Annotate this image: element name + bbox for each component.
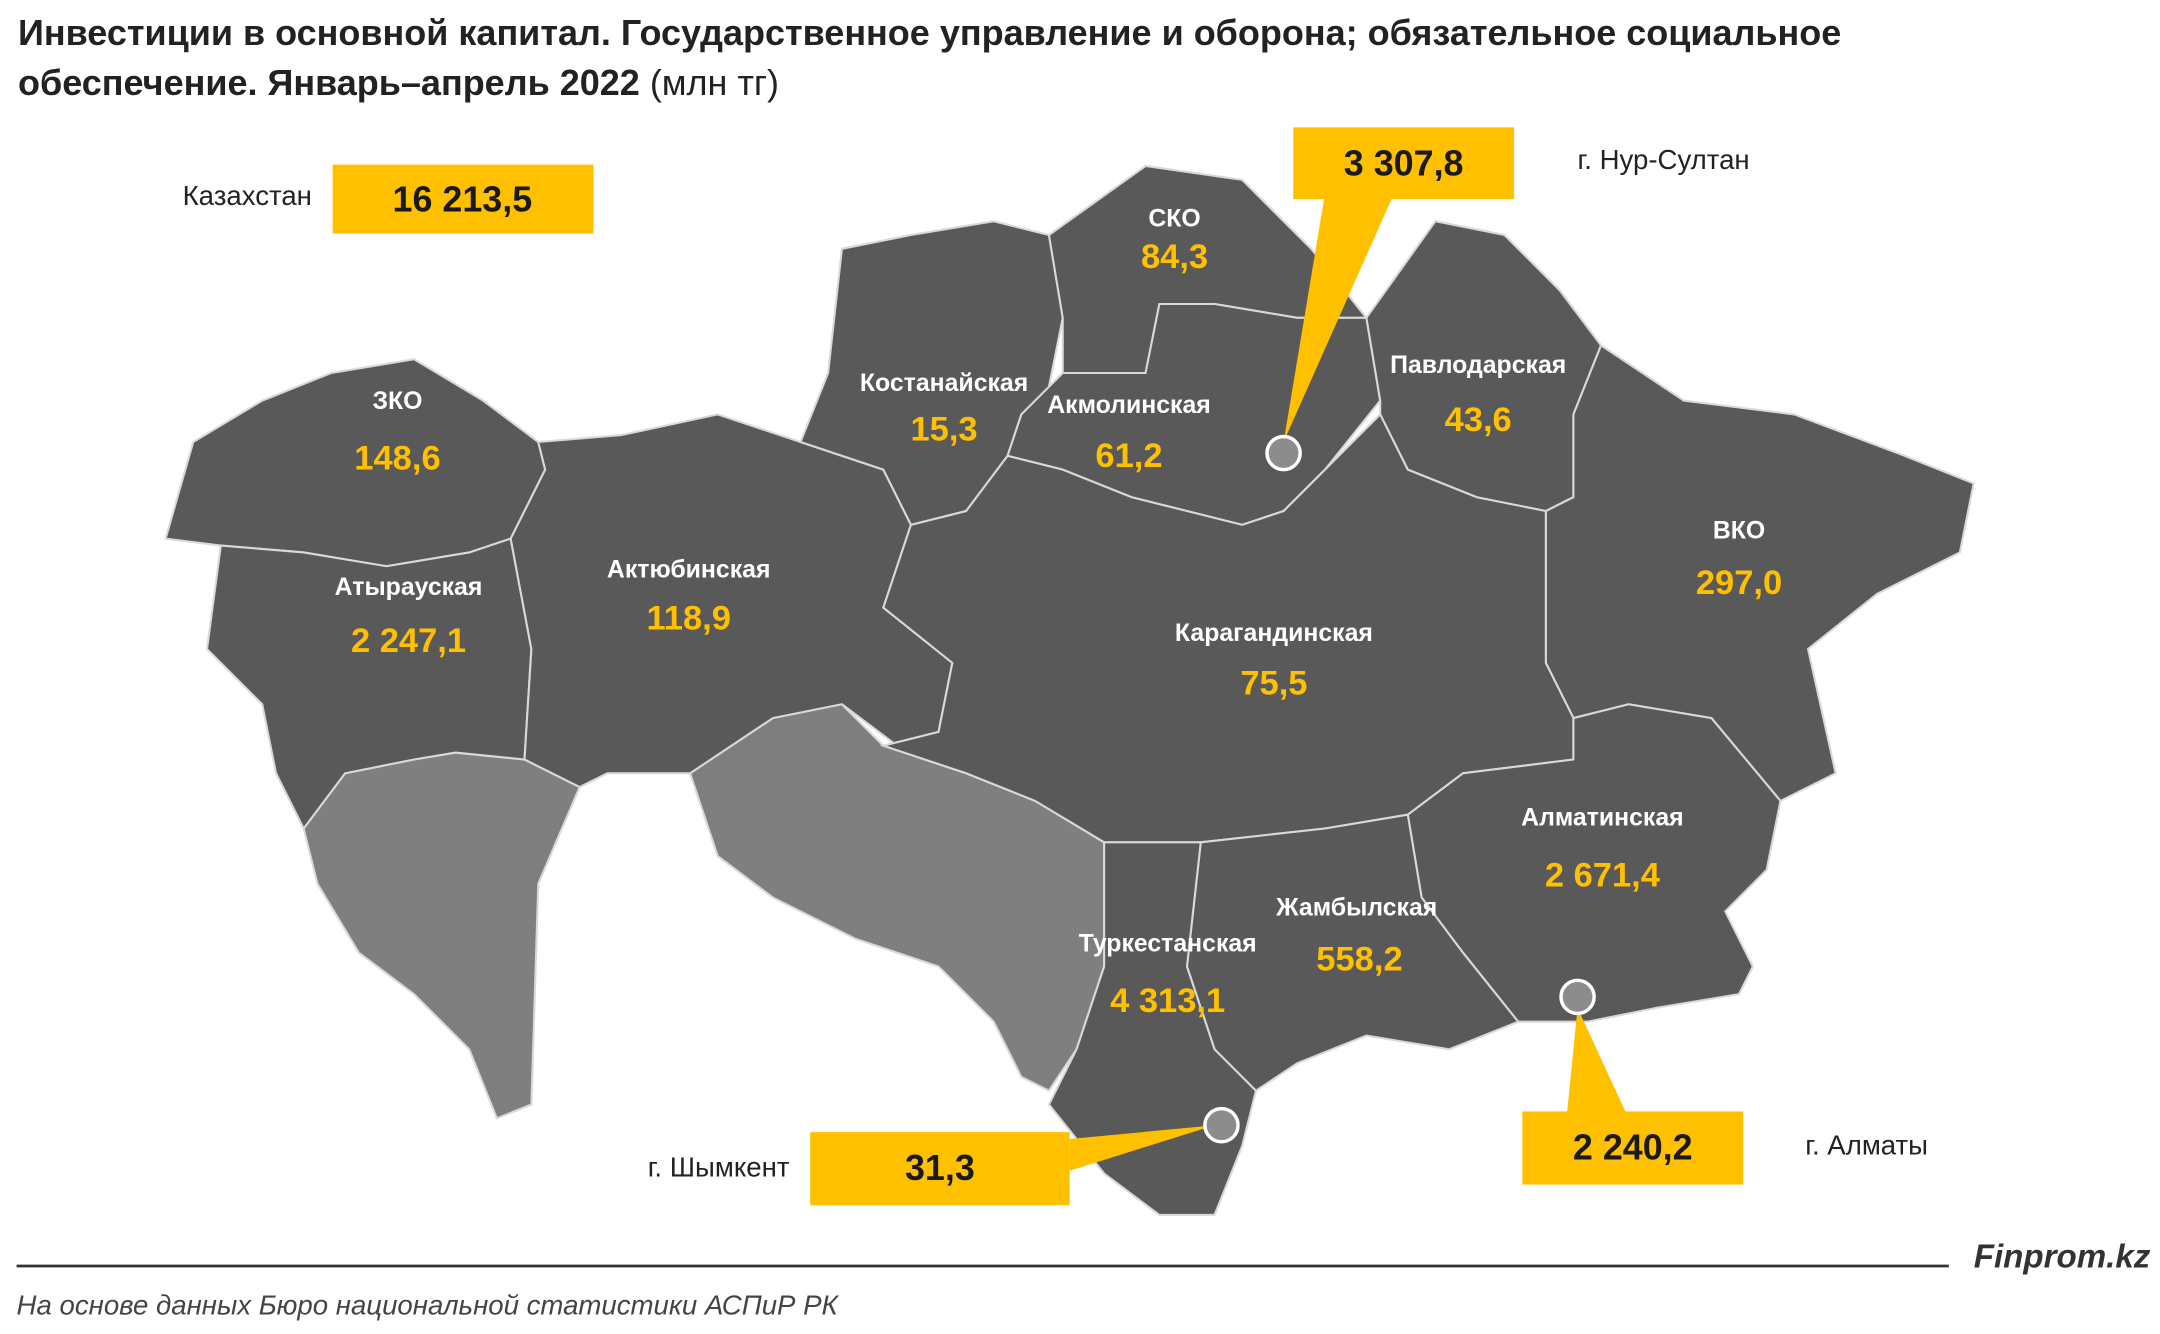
unit: (млн тг) — [649, 62, 780, 103]
callout-pointer — [1566, 1007, 1629, 1119]
total-value: 16 213,5 — [393, 179, 533, 219]
title-block: Инвестиции в основной капитал. Государст… — [18, 8, 1998, 108]
region-value: 2 671,4 — [1545, 856, 1660, 894]
brand: Finprom.kz — [1974, 1238, 2151, 1275]
city-name: г. Алматы — [1805, 1130, 1928, 1161]
region-name: Павлодарская — [1390, 352, 1566, 379]
city-value: 2 240,2 — [1573, 1128, 1693, 1168]
region-value: 15,3 — [910, 411, 977, 449]
region-value: 2 247,1 — [351, 622, 466, 660]
title: Инвестиции в основной капитал. Государст… — [18, 12, 1842, 103]
region-value: 4 313,1 — [1110, 982, 1225, 1020]
region-name: Алматинская — [1521, 805, 1684, 832]
city-value: 31,3 — [905, 1148, 975, 1188]
total-box — [332, 164, 594, 234]
city-name: г. Нур-Султан — [1578, 144, 1750, 175]
region-shape — [1544, 343, 1975, 803]
region-name: Карагандинская — [1175, 620, 1373, 647]
city-box — [1522, 1111, 1744, 1185]
region-shape — [879, 412, 1575, 844]
region-name: Жамбылская — [1275, 894, 1437, 921]
region-shape — [302, 751, 582, 1120]
city-box — [810, 1132, 1070, 1206]
city-marker — [1265, 434, 1302, 472]
region-value: 297,0 — [1696, 564, 1782, 602]
city-marker — [1203, 1106, 1240, 1144]
city-marker — [1559, 978, 1596, 1016]
region-value: 84,3 — [1141, 238, 1208, 276]
city-box — [1293, 127, 1515, 200]
region-name: ВКО — [1713, 518, 1765, 545]
region-value: 61,2 — [1095, 437, 1162, 475]
region-name: СКО — [1148, 206, 1200, 233]
region-value: 43,6 — [1445, 401, 1512, 439]
source: На основе данных Бюро национальной стати… — [17, 1289, 840, 1320]
region-name: Костанайская — [860, 370, 1028, 397]
regions — [164, 164, 1975, 1216]
region-labels: ЗКО 148,6 Атырауская 2 247,1 Актюбинская… — [335, 206, 1783, 1020]
region-value: 75,5 — [1240, 665, 1307, 703]
city-value: 3 307,8 — [1344, 143, 1464, 183]
region-name: ЗКО — [372, 388, 422, 415]
region-value: 558,2 — [1316, 941, 1402, 979]
region-name: Акмолинская — [1047, 392, 1211, 419]
region-name: Актюбинская — [607, 556, 771, 583]
region-name: Атырауская — [335, 574, 483, 601]
region-name: Туркестанская — [1079, 930, 1257, 957]
callouts: Казахстан 16 213,5 3 307,8 г. Нур-Султан… — [183, 127, 1928, 1206]
region-shape — [205, 537, 533, 831]
region-value: 118,9 — [646, 600, 730, 638]
callout-pointer — [1283, 193, 1394, 443]
total-label: Казахстан — [183, 180, 312, 211]
region-value: 148,6 — [354, 440, 440, 478]
city-name: г. Шымкент — [648, 1152, 790, 1183]
